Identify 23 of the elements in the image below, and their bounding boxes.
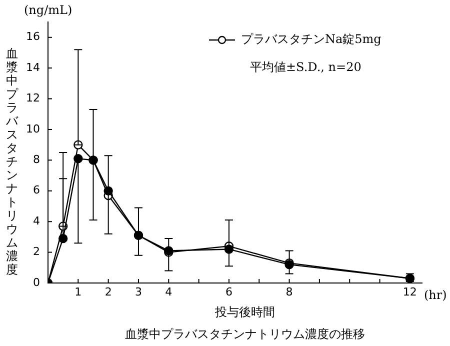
y-tick-label: 16 [26, 30, 40, 44]
y-tick-label: 10 [26, 122, 40, 136]
x-tick-label: 1 [74, 285, 82, 298]
x-axis-title: 投与後時間 [214, 305, 275, 319]
text: (ng/mL) [24, 3, 72, 17]
x-tick-label: 4 [165, 285, 172, 298]
x-tick-label: 8 [286, 285, 293, 298]
y-tick-label: 8 [33, 153, 40, 166]
x-tick-label: 3 [134, 285, 142, 298]
text: (hr) [424, 288, 447, 302]
text: 血漿中プラバスタチンナトリウム濃度の推移 [125, 327, 365, 341]
x-tick-label: 2 [104, 285, 112, 298]
x-tick-label: 12 [402, 285, 417, 298]
x-tick-label: 6 [225, 285, 232, 298]
annotation: 平均値±S.D., n=20 [250, 60, 362, 74]
y-tick-label: 2 [33, 245, 40, 258]
legend-label: プラバスタチンNa錠5mg [241, 32, 382, 46]
y-tick-label: 6 [33, 184, 40, 197]
y-tick-label: 14 [26, 60, 40, 74]
y-tick-label: 12 [26, 92, 40, 105]
y-tick-label: 0 [33, 276, 40, 289]
text: 血漿中プラバスタチンナトリウム濃度 [6, 46, 18, 277]
y-tick-label: 4 [33, 214, 40, 228]
